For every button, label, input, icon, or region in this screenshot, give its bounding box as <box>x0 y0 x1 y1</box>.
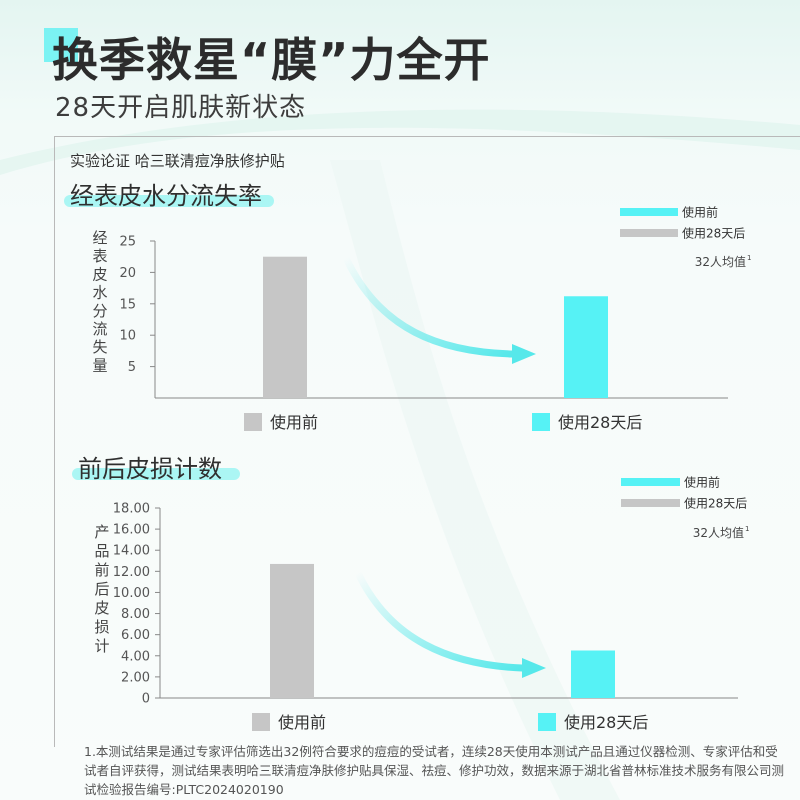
section-title-tewl: 经表皮水分流失率 <box>70 182 262 210</box>
section-highlight-lesion <box>72 468 240 480</box>
legend-label: 使用28天后 <box>682 226 745 241</box>
bar-before <box>263 256 307 398</box>
category-swatch <box>252 713 270 731</box>
y-tick-label: 10.00 <box>113 586 150 601</box>
lab-verification-text: 实验论证 哈三联清痘净肤修护贴 <box>70 152 285 170</box>
trend-arrow-head <box>522 658 546 678</box>
footnote-text: 1.本测试结果是通过专家评估筛选出32例符合要求的痘痘的受试者，连续28天使用本… <box>84 744 785 797</box>
y-axis-label-char: 后 <box>94 580 109 598</box>
category-label: 使用28天后 <box>564 713 648 732</box>
y-tick-label: 8.00 <box>121 607 150 622</box>
y-axis-label-char: 失 <box>92 338 107 356</box>
y-tick-label: 5 <box>128 360 136 375</box>
bar-after <box>571 650 615 698</box>
y-axis-label-char: 量 <box>92 356 107 374</box>
sample-note-superscript: 1 <box>747 254 751 262</box>
section-title-lesion: 前后皮损计数 <box>78 455 222 483</box>
legend-label: 使用前 <box>684 475 720 490</box>
sample-note: 32人均值 <box>695 254 746 269</box>
y-tick-label: 20 <box>119 266 136 281</box>
legend-swatch <box>620 208 678 216</box>
trend-arrow <box>342 254 516 358</box>
y-tick-label: 6.00 <box>121 628 150 643</box>
y-axis-label-char: 计 <box>94 637 109 655</box>
legend-swatch <box>621 499 680 507</box>
y-tick-label: 10 <box>119 329 136 344</box>
category-label: 使用前 <box>278 713 326 732</box>
y-axis-label-char: 经 <box>92 229 107 247</box>
y-axis-label-char: 皮 <box>94 599 109 617</box>
category-swatch <box>532 413 550 431</box>
y-tick-label: 25 <box>119 235 136 250</box>
y-tick-label: 12.00 <box>113 565 150 580</box>
y-tick-label: 4.00 <box>121 649 150 664</box>
legend-swatch <box>621 478 680 486</box>
page-title: 换季救星“膜”力全开 <box>52 33 491 87</box>
category-swatch <box>244 413 262 431</box>
y-tick-label: 0 <box>142 692 150 707</box>
y-axis-label-char: 皮 <box>92 265 107 283</box>
y-axis-label-char: 分 <box>92 302 107 320</box>
y-tick-label: 16.00 <box>113 523 150 538</box>
page-subtitle: 28天开启肌肤新状态 <box>55 93 307 123</box>
y-axis-label-char: 损 <box>94 618 109 636</box>
y-axis-label-char: 产 <box>94 523 109 541</box>
bar-after <box>564 296 608 398</box>
sample-note-superscript: 1 <box>745 525 749 533</box>
legend-swatch <box>620 229 678 237</box>
content-panel <box>54 136 800 747</box>
category-swatch <box>538 713 556 731</box>
y-axis-label-char: 品 <box>94 542 109 560</box>
section-highlight-tewl <box>64 195 274 207</box>
y-axis-label-char: 表 <box>92 247 107 265</box>
sample-note: 32人均值 <box>693 525 744 540</box>
y-tick-label: 15 <box>119 297 136 312</box>
legend-label: 使用28天后 <box>684 496 747 511</box>
trend-arrow-head <box>512 344 536 364</box>
category-label: 使用28天后 <box>558 413 642 432</box>
y-axis-label-char: 前 <box>94 561 109 579</box>
y-tick-label: 18.00 <box>113 502 150 517</box>
y-axis-label-char: 流 <box>92 320 107 338</box>
y-tick-label: 2.00 <box>121 670 150 685</box>
category-label: 使用前 <box>270 413 318 432</box>
title-accent-square <box>44 28 78 62</box>
legend-label: 使用前 <box>682 205 718 220</box>
y-axis-label-char: 水 <box>92 284 107 302</box>
trend-arrow <box>354 569 526 672</box>
y-tick-label: 14.00 <box>113 544 150 559</box>
bar-before <box>270 563 314 698</box>
